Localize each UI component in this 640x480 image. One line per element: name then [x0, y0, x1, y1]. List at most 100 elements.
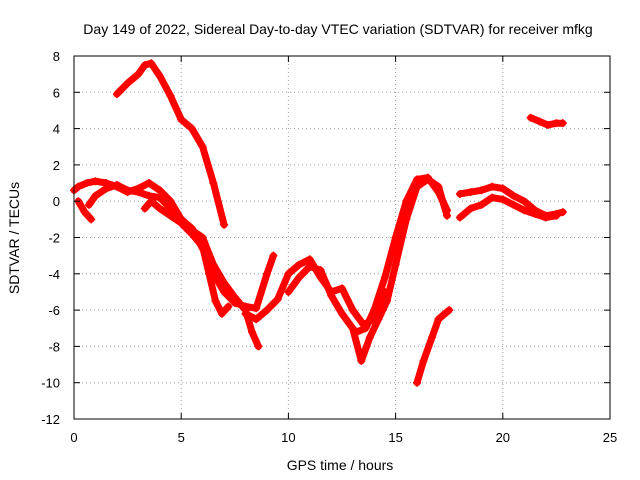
data-point — [413, 378, 422, 387]
data-point — [434, 315, 443, 324]
data-point — [357, 356, 366, 365]
data-point — [402, 197, 411, 206]
y-tick-label: 8 — [53, 49, 60, 64]
tick-layer — [73, 55, 611, 420]
data-point — [477, 186, 486, 195]
data-point — [140, 204, 149, 213]
series-trace-k — [455, 193, 561, 222]
data-point — [85, 200, 94, 209]
series-trace-d — [112, 59, 229, 229]
data-point — [477, 200, 486, 209]
data-point — [211, 297, 220, 306]
data-point — [443, 206, 452, 215]
chart-title: Day 149 of 2022, Sidereal Day-to-day VTE… — [83, 21, 592, 37]
data-point — [466, 188, 475, 197]
data-point — [498, 195, 507, 204]
data-point — [80, 208, 89, 217]
data-point — [155, 71, 164, 80]
data-point — [374, 315, 383, 324]
series-line — [456, 194, 560, 221]
data-point — [220, 287, 229, 296]
data-point — [123, 186, 132, 195]
series-trace-h — [353, 173, 452, 336]
data-point — [466, 204, 475, 213]
x-tick-label: 10 — [281, 430, 295, 445]
series-line — [141, 197, 232, 318]
data-point — [284, 287, 293, 296]
data-point — [535, 117, 544, 126]
data-point — [455, 189, 464, 198]
y-tick-label: -2 — [48, 231, 60, 246]
data-point — [230, 298, 239, 307]
data-point — [205, 269, 214, 278]
data-point — [134, 70, 143, 79]
data-point — [112, 90, 121, 99]
data-point — [145, 191, 154, 200]
data-point — [428, 333, 437, 342]
data-point — [82, 179, 91, 188]
y-tick-label: 0 — [53, 194, 60, 209]
data-point — [305, 262, 314, 271]
data-point — [177, 115, 186, 124]
data-point — [434, 188, 443, 197]
data-point — [145, 179, 154, 188]
data-point — [558, 119, 567, 128]
data-point — [316, 266, 325, 275]
data-point — [558, 208, 567, 217]
data-layer — [70, 59, 567, 387]
data-point — [166, 211, 175, 220]
data-point — [198, 142, 207, 151]
data-point — [361, 324, 370, 333]
data-point — [383, 297, 392, 306]
y-tick-label: -12 — [41, 412, 60, 427]
y-axis-label: SDTVAR / TECUs — [6, 182, 22, 294]
data-point — [198, 242, 207, 251]
series-trace-i — [413, 306, 454, 387]
data-point — [187, 229, 196, 238]
y-tick-label: -4 — [48, 267, 60, 282]
data-point — [155, 186, 164, 195]
data-point — [112, 180, 121, 189]
series-trace-l — [526, 113, 567, 129]
data-point — [526, 113, 535, 122]
grid-layer — [74, 56, 610, 419]
data-point — [541, 213, 550, 222]
data-point — [102, 184, 111, 193]
series-line — [113, 59, 228, 229]
data-point — [488, 182, 497, 191]
data-point — [262, 306, 271, 315]
data-point — [509, 191, 518, 200]
data-point — [455, 213, 464, 222]
data-point — [87, 215, 96, 224]
data-point — [498, 184, 507, 193]
data-point — [134, 188, 143, 197]
data-point — [269, 251, 278, 260]
data-point — [273, 295, 282, 304]
data-point — [220, 220, 229, 229]
x-tick-label: 0 — [70, 430, 77, 445]
data-point — [423, 173, 432, 182]
y-tick-label: 2 — [53, 158, 60, 173]
data-point — [295, 260, 304, 269]
data-point — [552, 211, 561, 220]
series-line — [353, 174, 451, 336]
series-trace-a — [70, 177, 263, 351]
data-point — [123, 79, 132, 88]
data-point — [284, 269, 293, 278]
data-point — [155, 204, 164, 213]
data-point — [380, 273, 389, 282]
data-point — [295, 273, 304, 282]
series-trace-e — [140, 197, 233, 318]
data-point — [365, 333, 374, 342]
data-point — [147, 197, 156, 206]
data-point — [140, 61, 149, 70]
data-point — [445, 306, 454, 315]
series-line — [284, 175, 451, 365]
data-point — [241, 309, 250, 318]
data-point — [91, 191, 100, 200]
data-point — [177, 218, 186, 227]
x-tick-label: 15 — [388, 430, 402, 445]
label-layer: 0 5 10 15 20 25 -12 -10 -8 -6 -4 -2 0 2 4 6 8 — [41, 49, 617, 445]
data-point — [338, 309, 346, 318]
